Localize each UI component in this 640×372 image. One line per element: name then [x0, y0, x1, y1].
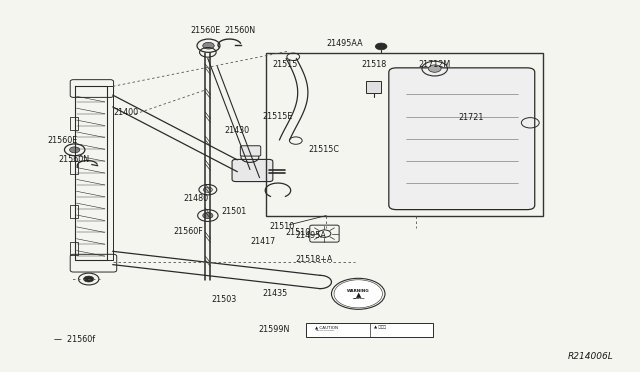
Text: 21560N: 21560N: [225, 26, 255, 35]
Circle shape: [203, 42, 214, 49]
Text: 21712M: 21712M: [419, 60, 451, 70]
Text: 21518+A: 21518+A: [296, 255, 333, 264]
Text: 21515C: 21515C: [308, 145, 340, 154]
FancyBboxPatch shape: [241, 146, 260, 156]
Bar: [266, 53, 543, 215]
Circle shape: [428, 65, 441, 72]
Circle shape: [203, 212, 213, 218]
Text: 21400: 21400: [113, 108, 138, 117]
Text: ▲ CAUTION: ▲ CAUTION: [315, 325, 338, 329]
Text: ─────: ─────: [352, 296, 365, 301]
Text: 21417: 21417: [250, 237, 275, 246]
Text: R214006L: R214006L: [568, 352, 613, 361]
Text: ▲: ▲: [356, 292, 361, 298]
Text: 21510: 21510: [269, 222, 294, 231]
Text: 21495AA: 21495AA: [326, 39, 363, 48]
Text: 21480: 21480: [184, 194, 209, 203]
Text: 21495A: 21495A: [296, 231, 326, 240]
Text: 21503: 21503: [212, 295, 237, 304]
Text: ▲ リスク: ▲ リスク: [374, 325, 386, 329]
Bar: [306, 323, 433, 337]
Text: 21510: 21510: [285, 228, 310, 237]
Text: 21721: 21721: [458, 113, 484, 122]
Text: 21560F: 21560F: [173, 227, 203, 235]
Circle shape: [334, 280, 383, 308]
Circle shape: [84, 276, 94, 282]
Text: 21435: 21435: [262, 289, 287, 298]
Bar: [70, 205, 78, 218]
Text: 21560N: 21560N: [59, 154, 90, 164]
Text: 21560E: 21560E: [191, 26, 221, 35]
Bar: [70, 116, 78, 130]
Text: 21515: 21515: [273, 60, 298, 70]
Text: ─────────: ─────────: [315, 329, 334, 333]
Circle shape: [70, 147, 80, 153]
Bar: [70, 242, 78, 256]
FancyBboxPatch shape: [389, 68, 535, 210]
Bar: [366, 81, 381, 93]
Text: 21518: 21518: [362, 60, 387, 70]
Text: 21599N: 21599N: [259, 325, 290, 334]
Text: 21515E: 21515E: [262, 112, 293, 121]
Bar: [70, 161, 78, 174]
Text: 21560E: 21560E: [47, 137, 77, 145]
FancyBboxPatch shape: [232, 160, 273, 182]
Text: 21501: 21501: [221, 206, 246, 216]
Text: 21430: 21430: [225, 126, 250, 135]
Circle shape: [204, 187, 212, 192]
Circle shape: [376, 43, 387, 50]
Text: —  21560f: — 21560f: [54, 336, 95, 344]
Text: WARNING: WARNING: [347, 289, 369, 293]
